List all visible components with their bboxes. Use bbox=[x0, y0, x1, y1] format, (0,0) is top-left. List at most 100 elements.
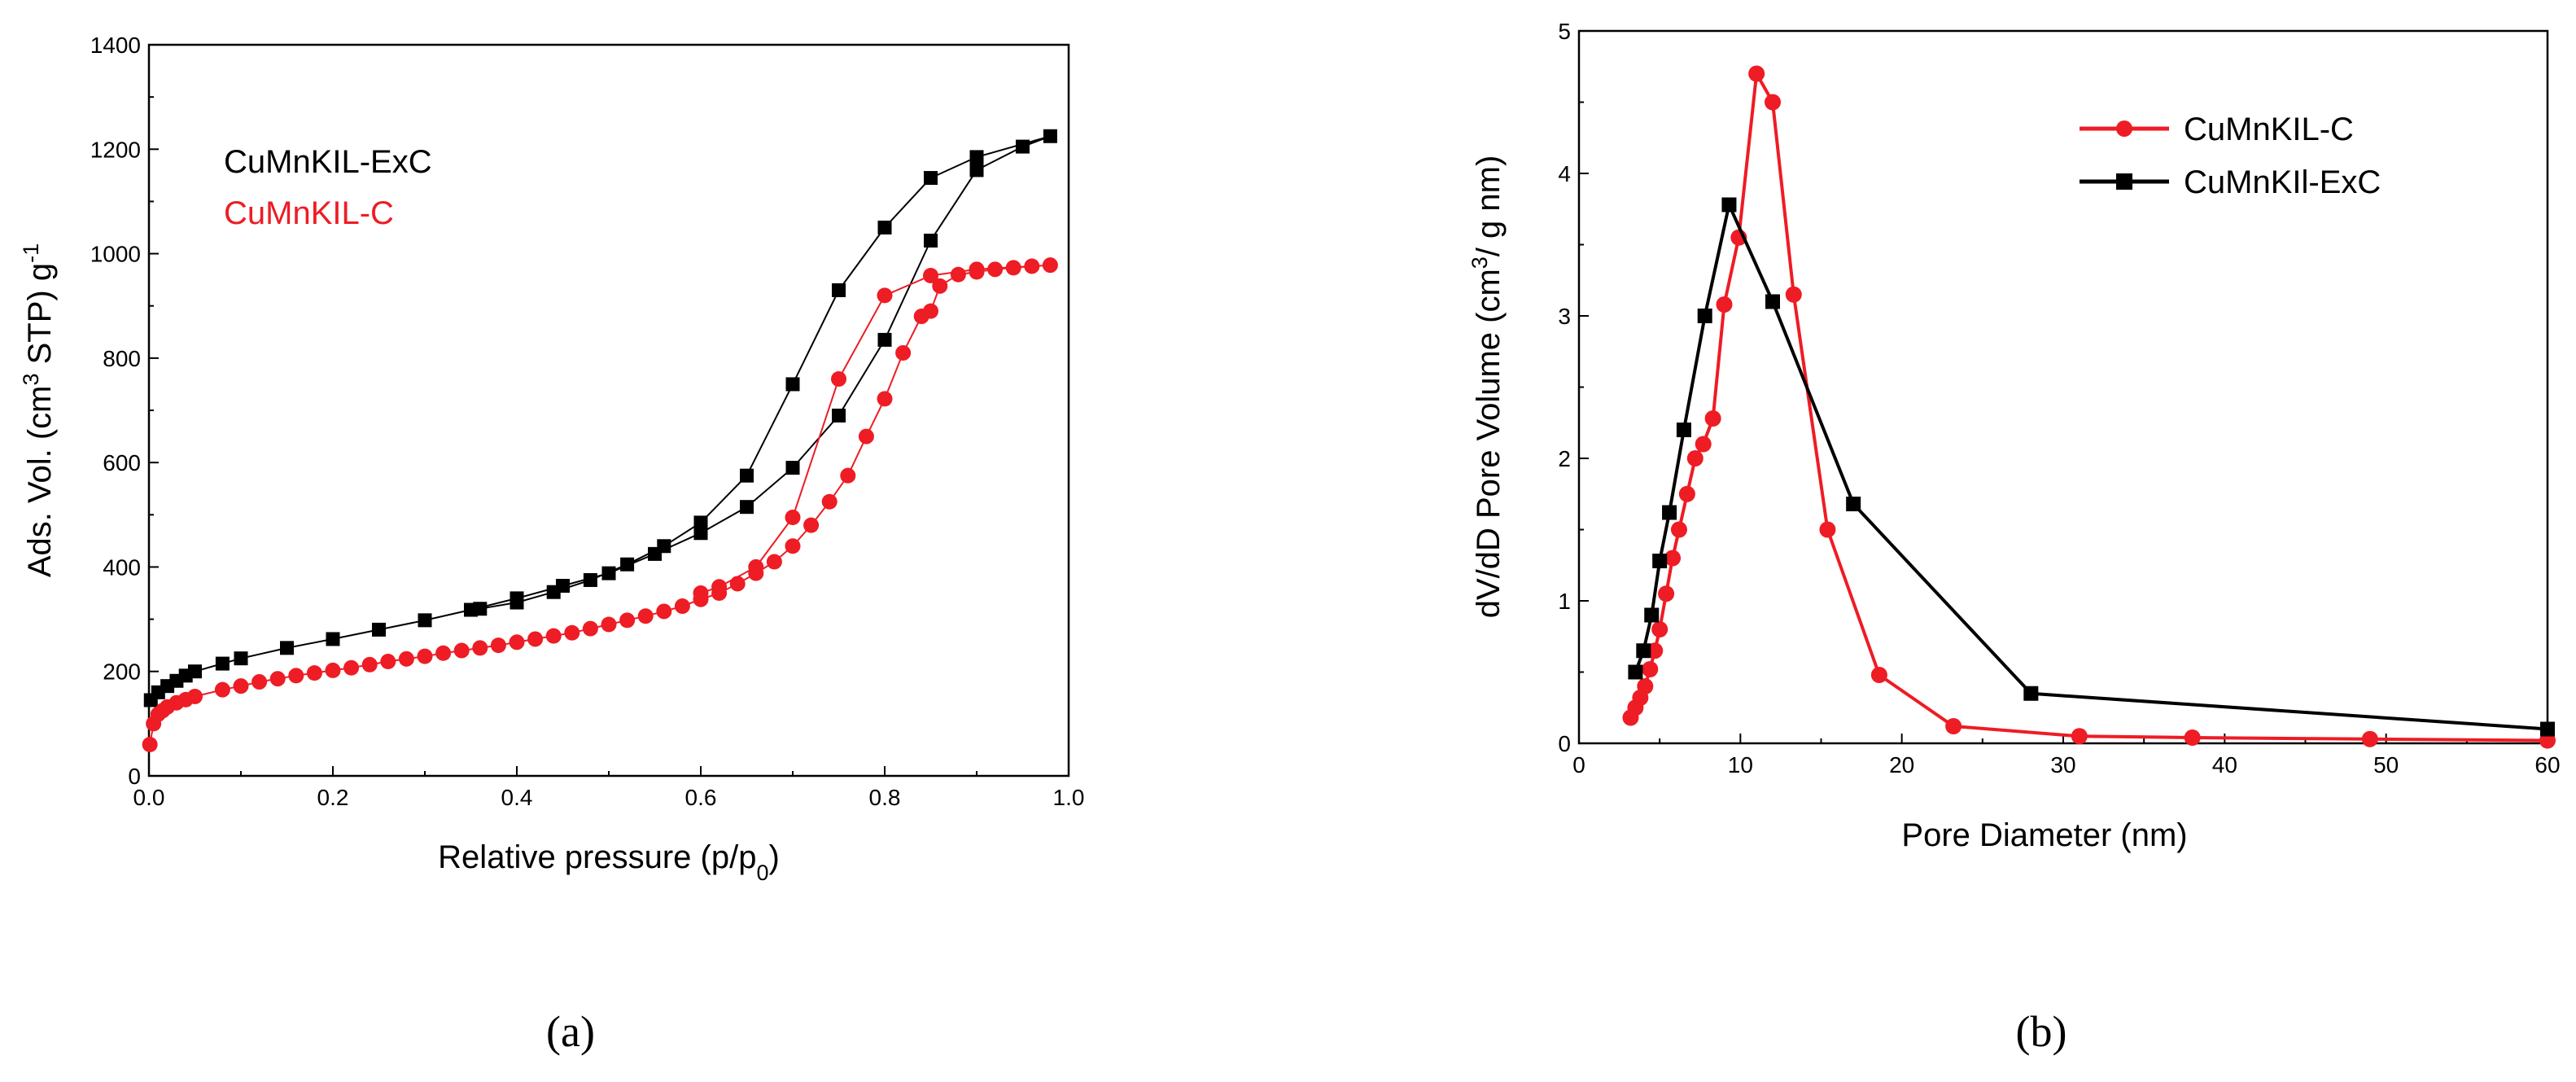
b-x-tick-label: 60 bbox=[2534, 752, 2560, 778]
a-point-cumnkil-c bbox=[582, 620, 598, 637]
a-point-cumnkil-exc bbox=[693, 515, 708, 530]
a-point-cumnkil-c bbox=[1024, 258, 1040, 274]
panel-b-legend-entry-exc: CuMnKIl-ExC bbox=[2184, 164, 2381, 200]
a-point-cumnkil-c bbox=[729, 576, 746, 592]
a-point-cumnkil-c bbox=[343, 659, 360, 676]
a-point-cumnkil-c bbox=[472, 640, 488, 656]
b-point-cumnkil-c bbox=[1765, 94, 1781, 111]
b-point-cumnkil-exc bbox=[1676, 423, 1691, 437]
b-point-cumnkil-exc bbox=[1636, 643, 1651, 659]
a-point-cumnkil-c bbox=[637, 608, 654, 624]
b-point-cumnkil-c bbox=[1642, 661, 1659, 677]
b-point-cumnkil-c bbox=[1870, 667, 1887, 683]
a-point-cumnkil-c bbox=[619, 612, 636, 629]
b-point-cumnkil-c bbox=[1678, 485, 1695, 502]
a-point-cumnkil-c bbox=[831, 371, 846, 388]
a-point-cumnkil-exc bbox=[740, 500, 754, 515]
a-point-cumnkil-exc bbox=[215, 656, 230, 671]
b-point-cumnkil-c bbox=[1819, 521, 1836, 538]
b-point-cumnkil-exc bbox=[1644, 607, 1660, 623]
a-point-cumnkil-c bbox=[785, 538, 801, 554]
a-y-tick-label: 1000 bbox=[90, 242, 141, 267]
panel-b-label: (b) bbox=[2016, 1007, 2067, 1056]
panel-a-series bbox=[142, 129, 1058, 753]
panel-a-isotherm-chart: 0.0 0.2 0.4 0.6 0.8 1.0 0 200 400 600 800 1000 1200 1… bbox=[19, 33, 1084, 1056]
panel-a-x-axis-title: Relative pressure (p/p0) bbox=[438, 839, 780, 885]
b-point-cumnkil-c bbox=[1664, 550, 1682, 567]
a-point-cumnkil-exc bbox=[583, 572, 597, 587]
panel-b-legend: CuMnKIL-C CuMnKIl-ExC bbox=[2080, 112, 2381, 200]
panel-a-legend-entry-c: CuMnKIL-C bbox=[224, 195, 394, 231]
b-point-cumnkil-c bbox=[2361, 730, 2378, 747]
b-point-cumnkil-c bbox=[2184, 729, 2201, 746]
b-point-cumnkil-exc bbox=[2023, 686, 2039, 701]
a-point-cumnkil-exc bbox=[473, 602, 488, 616]
b-y-tick-label: 0 bbox=[1558, 731, 1571, 756]
a-point-cumnkil-c bbox=[325, 662, 341, 678]
b-point-cumnkil-exc bbox=[2540, 721, 2555, 737]
panel-a-y-axis-title: Ads. Vol. (cm3 STP) g-1 bbox=[19, 243, 58, 577]
a-point-cumnkil-c bbox=[527, 631, 544, 647]
a-point-cumnkil-c bbox=[969, 261, 985, 278]
b-point-cumnkil-c bbox=[1716, 296, 1733, 313]
panel-a-ticks: 0.0 0.2 0.4 0.6 0.8 1.0 0 200 400 600 800 1000 1200 1… bbox=[90, 33, 1085, 810]
b-point-cumnkil-c bbox=[1670, 521, 1687, 538]
a-point-cumnkil-c bbox=[545, 628, 562, 644]
a-point-cumnkil-exc bbox=[280, 641, 294, 655]
a-y-tick-label: 600 bbox=[103, 450, 141, 475]
a-x-tick-label: 0.2 bbox=[317, 785, 349, 810]
a-point-cumnkil-c bbox=[269, 671, 286, 687]
b-point-cumnkil-c bbox=[2071, 728, 2088, 745]
a-point-cumnkil-c bbox=[1005, 260, 1021, 276]
panel-b-legend-entry-c: CuMnKIL-C bbox=[2184, 112, 2354, 147]
panel-a-legend-entry-exc: CuMnKIL-ExC bbox=[224, 144, 432, 180]
a-point-cumnkil-exc bbox=[326, 632, 340, 646]
a-point-cumnkil-exc bbox=[785, 461, 800, 475]
a-point-cumnkil-c bbox=[674, 598, 690, 615]
a-y-tick-label: 1200 bbox=[90, 137, 141, 162]
b-point-cumnkil-exc bbox=[1697, 309, 1712, 323]
b-y-tick-label: 5 bbox=[1558, 19, 1571, 44]
a-point-cumnkil-c bbox=[453, 642, 470, 659]
a-x-tick-label: 1.0 bbox=[1053, 785, 1085, 810]
b-point-cumnkil-exc bbox=[1846, 497, 1861, 511]
b-series-line-cumnkil-c bbox=[1629, 72, 2548, 743]
a-point-cumnkil-c bbox=[932, 278, 948, 294]
a-point-cumnkil-exc bbox=[877, 221, 892, 234]
panel-a-label: (a) bbox=[546, 1007, 595, 1056]
a-y-tick-label: 800 bbox=[103, 346, 141, 371]
panel-b-y-axis-title: dV/dD Pore Volume (cm3/ g nm) bbox=[1467, 156, 1507, 619]
b-point-cumnkil-c bbox=[1704, 410, 1721, 427]
a-point-cumnkil-c bbox=[380, 654, 396, 670]
b-x-tick-label: 20 bbox=[1889, 752, 1914, 778]
b-point-cumnkil-exc bbox=[1662, 505, 1677, 520]
a-point-cumnkil-exc bbox=[969, 163, 984, 177]
a-point-cumnkil-exc bbox=[1043, 129, 1057, 143]
a-point-cumnkil-c bbox=[785, 509, 801, 525]
a-point-cumnkil-c bbox=[923, 268, 938, 284]
b-point-cumnkil-c bbox=[1695, 436, 1712, 453]
a-point-cumnkil-c bbox=[564, 624, 580, 641]
panel-b-legend-marker-exc bbox=[2116, 173, 2132, 190]
a-point-cumnkil-c bbox=[187, 689, 203, 705]
a-point-cumnkil-c bbox=[950, 266, 966, 283]
a-y-tick-label: 400 bbox=[103, 554, 141, 580]
a-point-cumnkil-c bbox=[803, 517, 820, 533]
b-point-cumnkil-exc bbox=[1628, 664, 1643, 680]
b-y-tick-label: 2 bbox=[1558, 446, 1571, 471]
b-point-cumnkil-exc bbox=[1721, 197, 1737, 212]
a-point-cumnkil-exc bbox=[785, 377, 800, 392]
b-point-cumnkil-exc bbox=[1652, 554, 1668, 568]
a-point-cumnkil-c bbox=[601, 616, 617, 633]
a-point-cumnkil-c bbox=[1042, 257, 1058, 274]
a-point-cumnkil-c bbox=[288, 668, 304, 684]
a-point-cumnkil-c bbox=[417, 648, 433, 664]
a-y-tick-label: 0 bbox=[128, 764, 141, 789]
a-x-tick-label: 0.8 bbox=[869, 785, 901, 810]
b-point-cumnkil-c bbox=[1658, 585, 1675, 602]
b-x-tick-label: 10 bbox=[1728, 752, 1753, 778]
b-x-tick-label: 30 bbox=[2050, 752, 2075, 778]
a-point-cumnkil-c bbox=[858, 428, 874, 445]
b-point-cumnkil-c bbox=[1945, 718, 1962, 734]
a-point-cumnkil-exc bbox=[418, 613, 432, 628]
